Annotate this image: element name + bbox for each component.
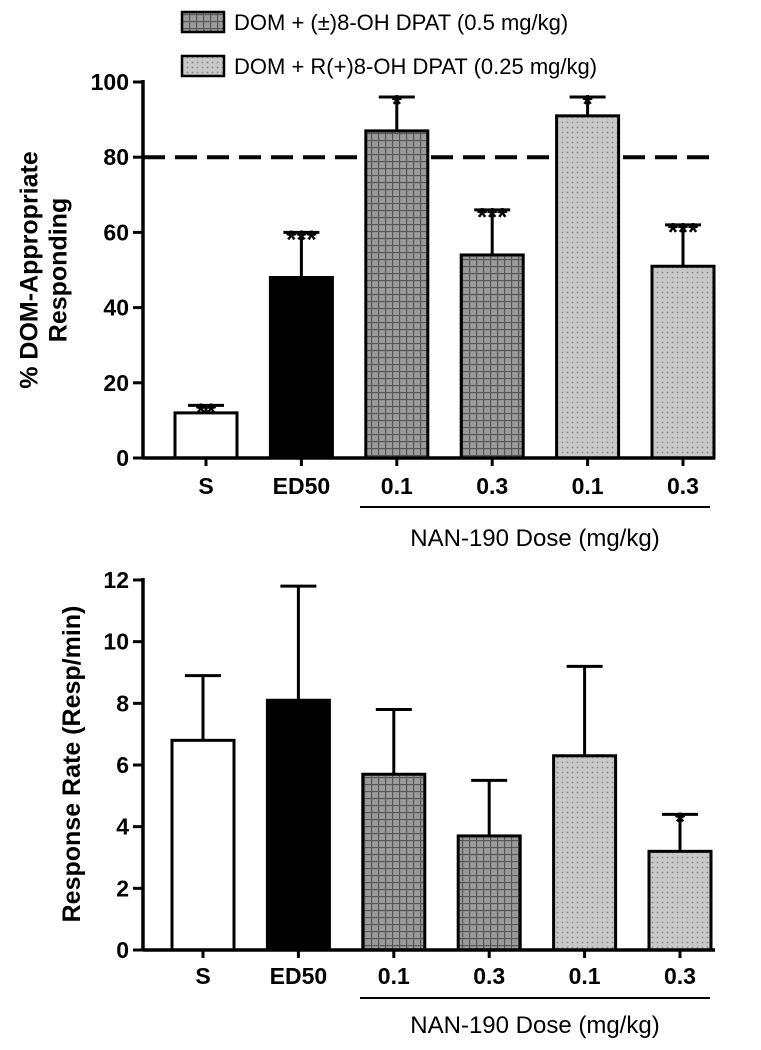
y-tick-label: 40	[103, 295, 129, 321]
y-tick-label: 100	[91, 69, 129, 95]
x-tick-label: 0.3	[667, 473, 699, 499]
x-tick-label: 0.3	[476, 473, 508, 499]
y-tick-label: 20	[103, 370, 129, 396]
bar	[364, 129, 430, 460]
y-tick-label: 80	[103, 144, 129, 170]
bar	[173, 411, 239, 460]
y-axis-title: Response Rate (Resp/min)	[58, 606, 86, 923]
significance-label: *	[583, 89, 594, 119]
dose-group-label: NAN-190 Dose (mg/kg)	[410, 525, 659, 552]
significance-label: *	[675, 806, 686, 836]
y-tick-label: 0	[116, 937, 129, 963]
x-tick-label: 0.1	[381, 473, 413, 499]
significance-label: ***	[477, 202, 508, 232]
x-tick-label: 0.1	[569, 963, 601, 989]
legend-label-r-isomer: DOM + R(+)8-OH DPAT (0.25 mg/kg)	[234, 54, 597, 79]
y-tick-label: 2	[116, 875, 129, 901]
y-tick-label: 60	[103, 219, 129, 245]
y-axis-title: % DOM-Appropriate	[16, 151, 44, 389]
x-tick-label: ED50	[270, 963, 328, 989]
legend-swatch-racemic	[180, 10, 226, 34]
bar	[650, 264, 716, 460]
significance-label: *	[392, 89, 403, 119]
y-tick-label: 8	[116, 690, 129, 716]
legend-label-racemic: DOM + (±)8-OH DPAT (0.5 mg/kg)	[234, 10, 568, 35]
dose-group-label: NAN-190 Dose (mg/kg)	[410, 1012, 659, 1039]
legend-swatch-r-isomer	[180, 54, 226, 78]
legend-item-r-isomer: DOM + R(+)8-OH DPAT (0.25 mg/kg)	[180, 54, 597, 79]
x-tick-label: 0.1	[572, 473, 604, 499]
significance-label: ***	[668, 217, 699, 247]
x-tick-label: S	[198, 473, 213, 499]
x-tick-label: 0.3	[664, 963, 696, 989]
y-tick-label: 12	[103, 567, 129, 593]
bar	[555, 114, 621, 460]
y-tick-label: 0	[116, 445, 129, 471]
x-tick-label: S	[195, 963, 210, 989]
y-tick-label: 10	[103, 629, 129, 655]
x-tick-label: 0.1	[378, 963, 410, 989]
bar	[268, 276, 334, 460]
bar	[456, 834, 522, 952]
bar	[647, 849, 713, 952]
legend-item-racemic: DOM + (±)8-OH DPAT (0.5 mg/kg)	[180, 10, 568, 35]
bar	[459, 253, 525, 460]
x-tick-label: 0.3	[473, 963, 505, 989]
significance-label: ***	[286, 224, 317, 254]
y-tick-label: 4	[116, 814, 129, 840]
significance-label: **	[196, 397, 217, 427]
bar	[170, 738, 236, 952]
legend: DOM + (±)8-OH DPAT (0.5 mg/kg) DOM + R(+…	[180, 10, 597, 79]
bar	[361, 772, 427, 952]
bar	[265, 698, 331, 952]
bar	[552, 754, 618, 952]
y-axis-title: Responding	[45, 198, 73, 342]
x-tick-label: ED50	[273, 473, 331, 499]
y-tick-label: 6	[116, 752, 129, 778]
